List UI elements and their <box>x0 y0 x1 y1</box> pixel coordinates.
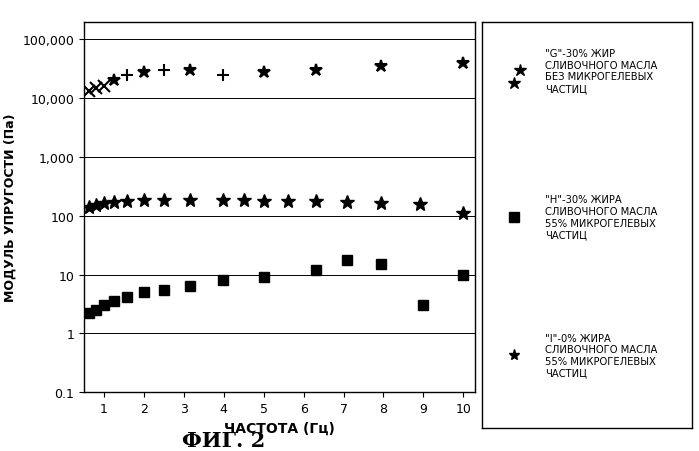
Y-axis label: МОДУЛЬ УПРУГОСТИ (Па): МОДУЛЬ УПРУГОСТИ (Па) <box>3 113 17 302</box>
Text: "G"-30% ЖИР
СЛИВОЧНОГО МАСЛА
БЕЗ МИКРОГЕЛЕВЫХ
ЧАСТИЦ: "G"-30% ЖИР СЛИВОЧНОГО МАСЛА БЕЗ МИКРОГЕ… <box>545 49 658 94</box>
Text: "Н"-30% ЖИРА
СЛИВОЧНОГО МАСЛА
55% МИКРОГЕЛЕВЫХ
ЧАСТИЦ: "Н"-30% ЖИРА СЛИВОЧНОГО МАСЛА 55% МИКРОГ… <box>545 195 658 240</box>
X-axis label: ЧАСТОТА (Гц): ЧАСТОТА (Гц) <box>224 421 335 435</box>
Text: "I"-0% ЖИРА
СЛИВОЧНОГО МАСЛА
55% МИКРОГЕЛЕВЫХ
ЧАСТИЦ: "I"-0% ЖИРА СЛИВОЧНОГО МАСЛА 55% МИКРОГЕ… <box>545 333 658 378</box>
Text: ФИГ. 2: ФИГ. 2 <box>182 431 266 451</box>
